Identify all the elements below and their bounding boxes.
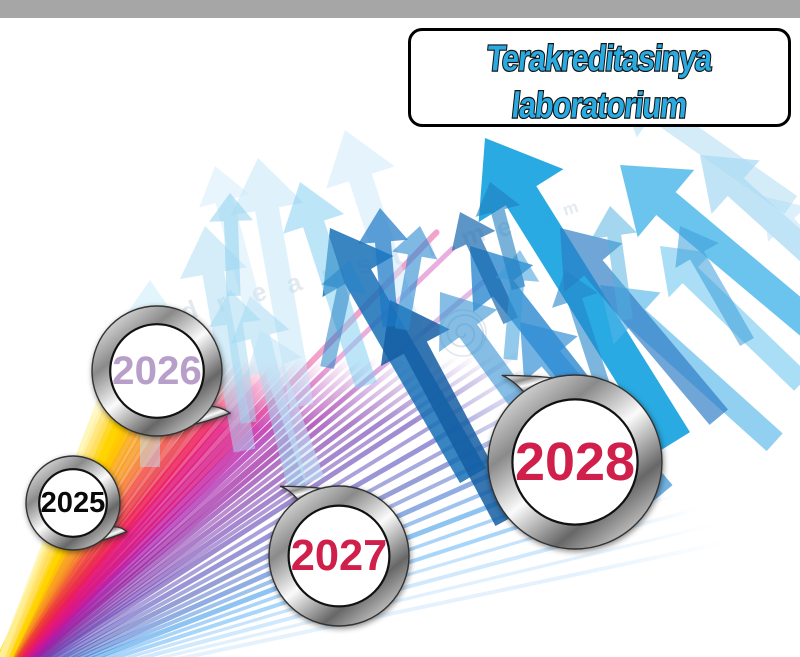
svg-text:m: m [560, 197, 580, 220]
